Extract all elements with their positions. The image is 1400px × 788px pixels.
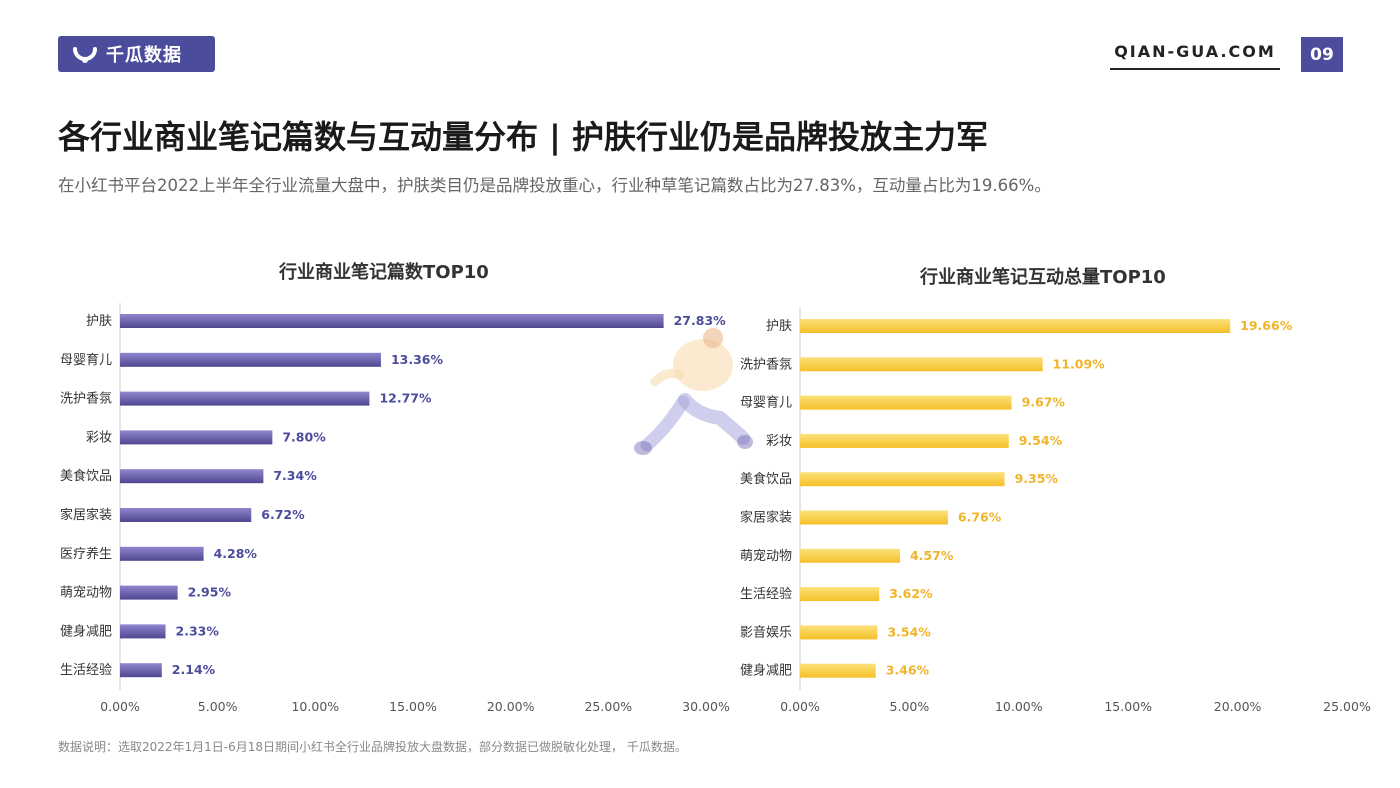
data-label: 2.14% bbox=[172, 662, 216, 677]
tick-label: 10.00% bbox=[291, 699, 339, 714]
category-label: 健身减肥 bbox=[60, 623, 112, 639]
bar bbox=[120, 314, 664, 328]
category-label: 家居家装 bbox=[60, 507, 112, 523]
data-label: 9.35% bbox=[1015, 471, 1059, 486]
category-label: 家居家装 bbox=[740, 510, 792, 526]
bar bbox=[800, 587, 880, 602]
tick-label: 25.00% bbox=[1323, 699, 1371, 714]
brand-logo: 千瓜数据 bbox=[58, 36, 215, 72]
category-label: 彩妆 bbox=[86, 430, 112, 445]
bar bbox=[800, 663, 876, 678]
page-subtitle: 在小红书平台2022上半年全行业流量大盘中，护肤类目仍是品牌投放重心，行业种草笔… bbox=[58, 176, 1051, 195]
logo-icon bbox=[73, 47, 97, 63]
page-title: 各行业商业笔记篇数与互动量分布 | 护肤行业仍是品牌投放主力军 bbox=[58, 118, 988, 156]
tick-label: 0.00% bbox=[100, 699, 140, 714]
category-label: 母婴育儿 bbox=[60, 352, 112, 368]
bar bbox=[120, 663, 162, 678]
bar bbox=[120, 469, 264, 484]
category-label: 健身减肥 bbox=[740, 663, 792, 679]
bar bbox=[800, 548, 900, 563]
bar bbox=[800, 472, 1005, 487]
data-label: 27.83% bbox=[674, 313, 727, 328]
data-label: 3.46% bbox=[886, 663, 930, 678]
data-label: 2.95% bbox=[188, 585, 232, 600]
bar bbox=[120, 508, 252, 522]
data-label: 2.33% bbox=[176, 623, 220, 638]
category-label: 护肤 bbox=[766, 319, 792, 334]
data-label: 9.67% bbox=[1022, 395, 1066, 410]
data-label: 3.54% bbox=[887, 624, 931, 639]
data-label: 7.80% bbox=[282, 429, 326, 444]
category-label: 生活经验 bbox=[60, 662, 112, 678]
logo-text: 千瓜数据 bbox=[106, 45, 182, 66]
bar bbox=[800, 357, 1043, 372]
category-label: 母婴育儿 bbox=[740, 395, 792, 411]
tick-label: 25.00% bbox=[584, 699, 632, 714]
tick-label: 20.00% bbox=[1214, 699, 1262, 714]
site-url[interactable]: QIAN-GUA.COM bbox=[1110, 42, 1280, 70]
data-label: 13.36% bbox=[391, 352, 444, 367]
page-number: 09 bbox=[1301, 37, 1343, 72]
category-label: 护肤 bbox=[86, 314, 112, 329]
bar bbox=[120, 624, 166, 639]
tick-label: 0.00% bbox=[780, 699, 820, 714]
category-label: 彩妆 bbox=[766, 434, 792, 449]
category-label: 洗护香氛 bbox=[60, 392, 112, 407]
data-label: 6.72% bbox=[261, 507, 305, 522]
tick-label: 20.00% bbox=[487, 699, 535, 714]
category-label: 萌宠动物 bbox=[740, 548, 792, 564]
data-label: 3.62% bbox=[889, 586, 933, 601]
bar bbox=[120, 352, 381, 367]
data-label: 4.28% bbox=[214, 546, 258, 561]
bar bbox=[120, 391, 370, 406]
tick-label: 5.00% bbox=[890, 699, 930, 714]
bar bbox=[800, 510, 948, 525]
data-label: 9.54% bbox=[1019, 433, 1063, 448]
category-label: 医疗养生 bbox=[60, 546, 112, 562]
category-label: 洗护香氛 bbox=[740, 357, 792, 372]
data-label: 12.77% bbox=[379, 391, 432, 406]
tick-label: 15.00% bbox=[1104, 699, 1152, 714]
bar bbox=[120, 585, 178, 600]
category-label: 美食饮品 bbox=[60, 468, 112, 484]
bar bbox=[800, 395, 1012, 410]
category-label: 美食饮品 bbox=[740, 471, 792, 487]
data-label: 4.57% bbox=[910, 548, 954, 563]
bar bbox=[800, 625, 878, 640]
data-label: 6.76% bbox=[958, 510, 1002, 525]
footnote: 数据说明：选取2022年1月1日-6月18日期间小红书全行业品牌投放大盘数据，部… bbox=[58, 740, 687, 754]
bar bbox=[120, 430, 273, 445]
running-person-illustration bbox=[634, 328, 753, 455]
tick-label: 5.00% bbox=[198, 699, 238, 714]
bar bbox=[120, 546, 204, 561]
category-label: 生活经验 bbox=[740, 586, 792, 602]
bar bbox=[800, 319, 1231, 333]
data-label: 7.34% bbox=[273, 468, 317, 483]
tick-label: 30.00% bbox=[682, 699, 730, 714]
category-label: 影音娱乐 bbox=[740, 624, 792, 640]
data-label: 19.66% bbox=[1240, 318, 1293, 333]
chart1-title: 行业商业笔记篇数TOP10 bbox=[279, 262, 489, 283]
tick-label: 15.00% bbox=[389, 699, 437, 714]
tick-label: 10.00% bbox=[995, 699, 1043, 714]
data-label: 11.09% bbox=[1053, 356, 1106, 371]
category-label: 萌宠动物 bbox=[60, 585, 112, 601]
bar bbox=[800, 433, 1009, 448]
chart2-title: 行业商业笔记互动总量TOP10 bbox=[920, 267, 1166, 288]
